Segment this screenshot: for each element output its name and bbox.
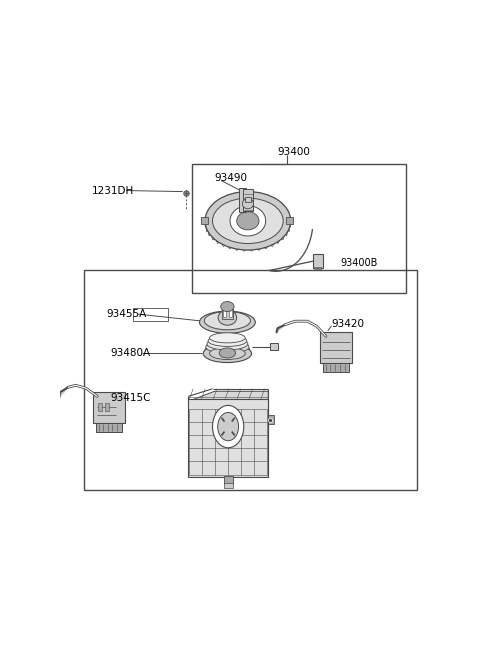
- Polygon shape: [59, 387, 68, 398]
- Bar: [224, 483, 233, 488]
- Ellipse shape: [207, 338, 248, 350]
- Bar: [313, 253, 324, 268]
- Bar: [188, 399, 268, 477]
- Text: 93415C: 93415C: [110, 393, 151, 403]
- Text: 93455A: 93455A: [107, 309, 147, 319]
- Bar: [96, 422, 122, 432]
- Ellipse shape: [205, 343, 250, 357]
- Ellipse shape: [213, 405, 244, 448]
- Ellipse shape: [218, 413, 239, 441]
- Ellipse shape: [230, 206, 266, 236]
- Bar: [224, 476, 233, 484]
- Ellipse shape: [210, 347, 245, 360]
- Ellipse shape: [219, 348, 236, 358]
- Bar: [132, 308, 168, 321]
- Bar: [321, 332, 352, 363]
- Bar: [202, 217, 208, 224]
- Bar: [239, 187, 246, 212]
- Ellipse shape: [206, 341, 249, 354]
- Bar: [84, 271, 417, 490]
- Bar: [98, 403, 102, 411]
- Polygon shape: [276, 325, 285, 332]
- Ellipse shape: [204, 312, 251, 329]
- Ellipse shape: [200, 311, 255, 333]
- Text: 93490: 93490: [215, 173, 247, 183]
- Text: 93400B: 93400B: [341, 258, 378, 268]
- Ellipse shape: [210, 333, 245, 343]
- Bar: [192, 164, 406, 293]
- Bar: [267, 415, 274, 424]
- Bar: [286, 217, 292, 224]
- Text: 93480A: 93480A: [110, 348, 150, 358]
- Ellipse shape: [203, 345, 252, 363]
- Bar: [222, 307, 233, 319]
- Bar: [314, 267, 317, 269]
- Text: 1231DH: 1231DH: [92, 185, 134, 196]
- Bar: [318, 267, 321, 269]
- Ellipse shape: [218, 310, 237, 326]
- Ellipse shape: [221, 301, 234, 312]
- Ellipse shape: [213, 198, 283, 244]
- Bar: [94, 392, 125, 422]
- Bar: [245, 197, 251, 202]
- Bar: [229, 308, 232, 316]
- Bar: [324, 363, 349, 371]
- Bar: [243, 189, 253, 211]
- Bar: [270, 343, 278, 350]
- Ellipse shape: [237, 212, 259, 230]
- Ellipse shape: [205, 191, 290, 250]
- Bar: [223, 308, 226, 316]
- Polygon shape: [188, 391, 268, 402]
- Bar: [105, 403, 109, 411]
- Text: 93420: 93420: [332, 319, 365, 329]
- Ellipse shape: [208, 335, 247, 346]
- Text: 93400: 93400: [277, 147, 311, 157]
- Ellipse shape: [242, 198, 253, 209]
